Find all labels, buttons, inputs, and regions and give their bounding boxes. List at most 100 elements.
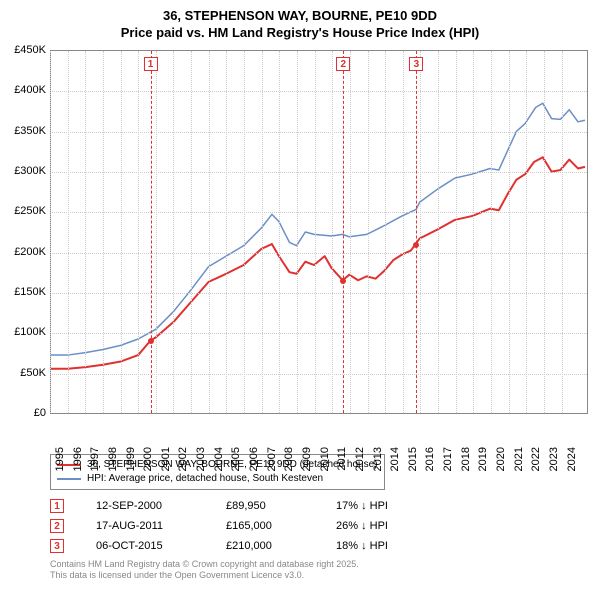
gridline-v bbox=[544, 51, 545, 413]
gridline-v bbox=[562, 51, 563, 413]
sales-row-date: 12-SEP-2000 bbox=[96, 500, 226, 512]
y-tick-label: £0 bbox=[2, 407, 46, 419]
gridline-v bbox=[103, 51, 104, 413]
series-line bbox=[50, 157, 585, 369]
gridline-v bbox=[209, 51, 210, 413]
sale-dot bbox=[340, 278, 346, 284]
x-tick-label: 2003 bbox=[195, 447, 207, 471]
gridline-v bbox=[473, 51, 474, 413]
footer-line-1: Contains HM Land Registry data © Crown c… bbox=[50, 559, 359, 570]
sale-dot bbox=[413, 242, 419, 248]
sales-row-badge: 1 bbox=[50, 499, 64, 513]
sale-marker-badge: 3 bbox=[409, 57, 423, 71]
x-tick-label: 1996 bbox=[72, 447, 84, 471]
gridline-v bbox=[85, 51, 86, 413]
gridline-v bbox=[156, 51, 157, 413]
sales-row: 217-AUG-2011£165,00026% ↓ HPI bbox=[50, 516, 446, 536]
sale-marker-badge: 2 bbox=[336, 57, 350, 71]
x-tick-label: 2007 bbox=[266, 447, 278, 471]
title-line-1: 36, STEPHENSON WAY, BOURNE, PE10 9DD bbox=[0, 8, 600, 25]
x-tick-label: 2021 bbox=[513, 447, 525, 471]
x-axis-line bbox=[50, 413, 588, 414]
y-tick-label: £50K bbox=[2, 367, 46, 379]
gridline-v bbox=[191, 51, 192, 413]
chart-title: 36, STEPHENSON WAY, BOURNE, PE10 9DD Pri… bbox=[0, 0, 600, 42]
x-tick-label: 2018 bbox=[460, 447, 472, 471]
gridline-v bbox=[173, 51, 174, 413]
gridline-v bbox=[332, 51, 333, 413]
x-tick-label: 2002 bbox=[177, 447, 189, 471]
x-tick-label: 2011 bbox=[336, 447, 348, 471]
x-tick-label: 2009 bbox=[301, 447, 313, 471]
gridline-v bbox=[438, 51, 439, 413]
gridline-v bbox=[509, 51, 510, 413]
gridline-h bbox=[50, 172, 587, 173]
y-tick-label: £300K bbox=[2, 165, 46, 177]
legend-swatch bbox=[57, 478, 81, 480]
x-tick-label: 2024 bbox=[566, 447, 578, 471]
sales-row: 112-SEP-2000£89,95017% ↓ HPI bbox=[50, 496, 446, 516]
legend-item: HPI: Average price, detached house, Sout… bbox=[57, 472, 378, 486]
x-tick-label: 2016 bbox=[424, 447, 436, 471]
x-tick-label: 2001 bbox=[160, 447, 172, 471]
sales-row-price: £210,000 bbox=[226, 540, 336, 552]
gridline-h bbox=[50, 333, 587, 334]
x-tick-label: 1997 bbox=[89, 447, 101, 471]
x-tick-label: 2004 bbox=[213, 447, 225, 471]
sales-row-date: 06-OCT-2015 bbox=[96, 540, 226, 552]
gridline-v bbox=[121, 51, 122, 413]
y-tick-label: £200K bbox=[2, 246, 46, 258]
sale-marker-line bbox=[151, 51, 152, 413]
sale-marker-line bbox=[343, 51, 344, 413]
x-tick-label: 2022 bbox=[530, 447, 542, 471]
sales-table: 112-SEP-2000£89,95017% ↓ HPI217-AUG-2011… bbox=[50, 496, 446, 556]
x-tick-label: 2005 bbox=[230, 447, 242, 471]
sales-row-pct: 26% ↓ HPI bbox=[336, 520, 446, 532]
gridline-v bbox=[138, 51, 139, 413]
footer-line-2: This data is licensed under the Open Gov… bbox=[50, 570, 359, 581]
sale-marker-badge: 1 bbox=[144, 57, 158, 71]
series-line bbox=[50, 103, 585, 355]
page: 36, STEPHENSON WAY, BOURNE, PE10 9DD Pri… bbox=[0, 0, 600, 590]
y-tick-label: £150K bbox=[2, 286, 46, 298]
legend-label: HPI: Average price, detached house, Sout… bbox=[87, 472, 323, 486]
footer-attribution: Contains HM Land Registry data © Crown c… bbox=[50, 559, 359, 582]
x-tick-label: 2008 bbox=[283, 447, 295, 471]
gridline-v bbox=[456, 51, 457, 413]
gridline-h bbox=[50, 91, 587, 92]
gridline-v bbox=[68, 51, 69, 413]
x-tick-label: 1998 bbox=[107, 447, 119, 471]
y-tick-label: £100K bbox=[2, 326, 46, 338]
sale-dot bbox=[148, 338, 154, 344]
gridline-v bbox=[350, 51, 351, 413]
x-tick-label: 2015 bbox=[407, 447, 419, 471]
gridline-v bbox=[368, 51, 369, 413]
x-tick-label: 2014 bbox=[389, 447, 401, 471]
gridline-v bbox=[50, 51, 51, 413]
x-tick-label: 2023 bbox=[548, 447, 560, 471]
y-tick-label: £350K bbox=[2, 125, 46, 137]
sales-row-pct: 18% ↓ HPI bbox=[336, 540, 446, 552]
gridline-v bbox=[385, 51, 386, 413]
gridline-h bbox=[50, 132, 587, 133]
sales-row-badge: 3 bbox=[50, 539, 64, 553]
chart-lines-svg bbox=[50, 51, 587, 413]
x-tick-label: 2012 bbox=[354, 447, 366, 471]
gridline-h bbox=[50, 293, 587, 294]
sales-row-price: £165,000 bbox=[226, 520, 336, 532]
title-line-2: Price paid vs. HM Land Registry's House … bbox=[0, 25, 600, 42]
gridline-v bbox=[244, 51, 245, 413]
gridline-h bbox=[50, 212, 587, 213]
gridline-v bbox=[491, 51, 492, 413]
gridline-v bbox=[315, 51, 316, 413]
gridline-v bbox=[297, 51, 298, 413]
gridline-v bbox=[403, 51, 404, 413]
gridline-h bbox=[50, 374, 587, 375]
sales-row-badge: 2 bbox=[50, 519, 64, 533]
x-tick-label: 1995 bbox=[54, 447, 66, 471]
gridline-v bbox=[262, 51, 263, 413]
sales-row-price: £89,950 bbox=[226, 500, 336, 512]
x-tick-label: 2010 bbox=[319, 447, 331, 471]
gridline-v bbox=[420, 51, 421, 413]
y-tick-label: £250K bbox=[2, 205, 46, 217]
